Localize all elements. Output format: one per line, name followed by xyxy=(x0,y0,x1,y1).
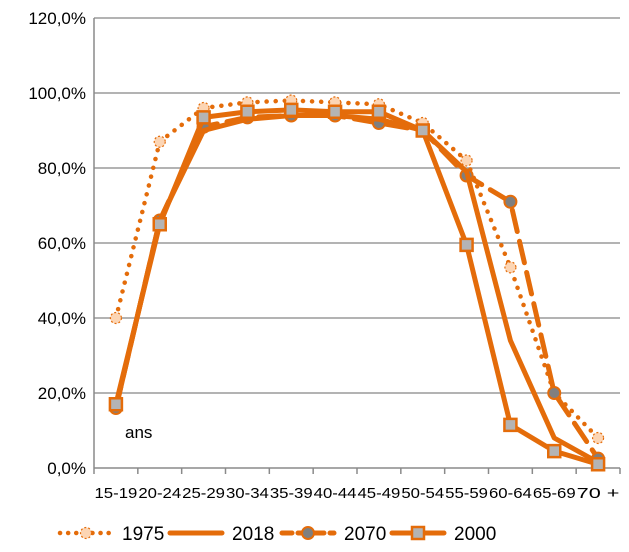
data-point-2070 xyxy=(503,194,518,209)
data-point-2000 xyxy=(371,104,387,119)
y-tick-label: 120,0% xyxy=(28,9,86,28)
data-point-1975 xyxy=(591,431,605,445)
y-tick-label: 60,0% xyxy=(38,234,86,253)
data-point-2000 xyxy=(196,110,211,125)
x-tick-label: 45-49 xyxy=(358,485,401,502)
x-tick-label: 20-24 xyxy=(138,485,181,502)
legend-label-2000: 2000 xyxy=(454,524,496,545)
x-tick-label: 25-29 xyxy=(182,485,225,502)
data-point-1975 xyxy=(153,135,166,148)
data-point-2000 xyxy=(459,237,474,253)
data-point-2000 xyxy=(108,397,124,412)
data-point-2000 xyxy=(240,104,255,119)
y-tick-label: 100,0% xyxy=(28,84,86,103)
legend-label-2018: 2018 xyxy=(232,524,274,545)
x-tick-label: 15-19 xyxy=(95,485,138,502)
annotation-label: ans xyxy=(125,423,152,442)
x-tick-label: 60-64 xyxy=(489,485,532,502)
legend-marker-2070 xyxy=(301,526,315,540)
series-line-2018 xyxy=(113,113,601,465)
y-tick-label: 40,0% xyxy=(38,309,86,328)
x-tick-label: 35-39 xyxy=(270,485,313,502)
x-tick-label: 55-59 xyxy=(445,485,488,502)
legend-marker-2000 xyxy=(410,525,426,541)
x-tick-label: 30-34 xyxy=(226,485,269,502)
legend-marker-1975 xyxy=(79,526,93,540)
x-tick-label: 70 + xyxy=(577,485,620,502)
y-tick-label: 0,0% xyxy=(47,459,86,478)
data-point-2000 xyxy=(415,123,430,138)
data-point-1975 xyxy=(460,154,473,167)
data-point-1975 xyxy=(504,261,517,274)
data-point-2000 xyxy=(590,457,606,472)
series-line-1975 xyxy=(113,98,601,441)
legend-label-2070: 2070 xyxy=(344,524,386,545)
x-tick-label: 50-54 xyxy=(401,485,444,502)
data-point-2000 xyxy=(547,443,562,459)
y-tick-label: 20,0% xyxy=(38,384,86,403)
data-point-2000 xyxy=(152,217,167,232)
x-tick-label: 40-44 xyxy=(314,485,357,502)
data-point-1975 xyxy=(109,311,123,325)
data-point-2000 xyxy=(327,104,343,119)
data-point-2070 xyxy=(547,386,562,400)
y-tick-label: 80,0% xyxy=(38,159,86,178)
x-tick-label: 65-69 xyxy=(533,485,576,502)
data-point-2000 xyxy=(284,102,299,118)
legend-label-1975: 1975 xyxy=(122,524,164,545)
data-point-2000 xyxy=(503,417,518,433)
series-line-2000 xyxy=(113,107,601,467)
